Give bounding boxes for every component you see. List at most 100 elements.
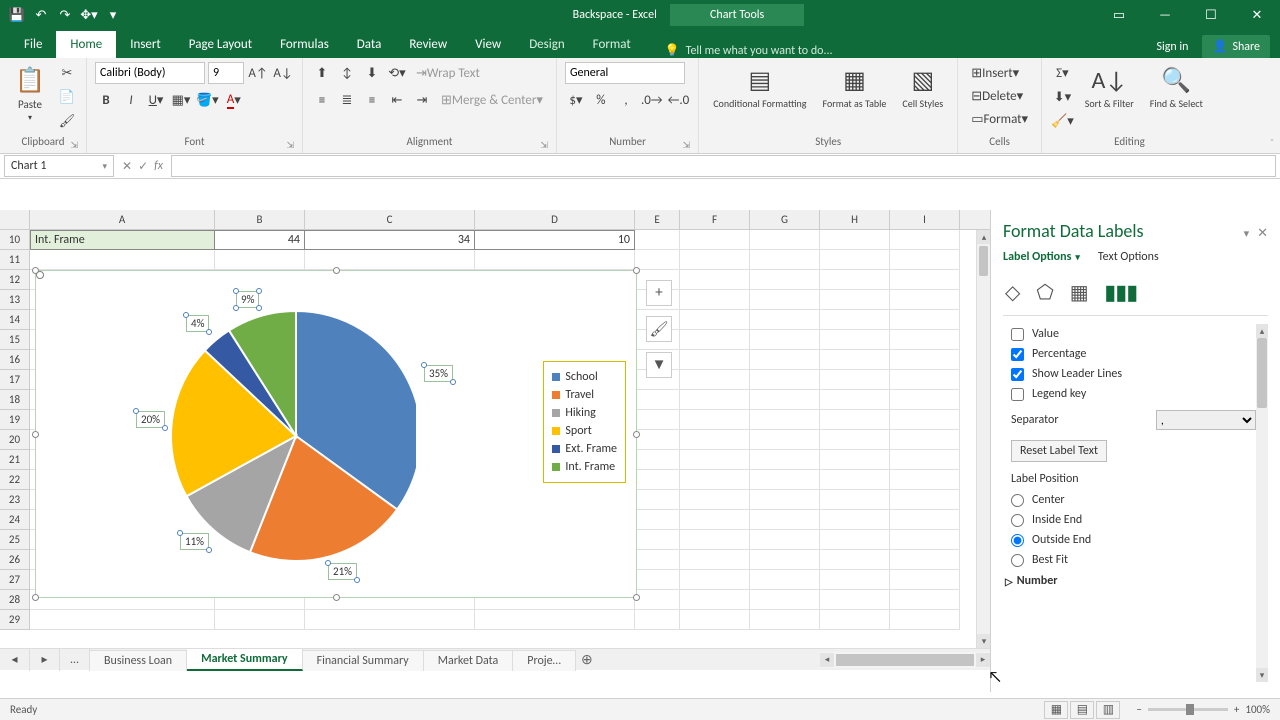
insert-cells-button[interactable]: ⊞ Insert ▾ — [966, 62, 1024, 84]
pie-chart[interactable]: SchoolTravelHikingSportExt. FrameInt. Fr… — [35, 270, 637, 598]
sheet-tab[interactable]: Market Summary — [187, 648, 303, 671]
autosum-icon[interactable]: Σ▾ — [1050, 62, 1075, 84]
cond-format-button[interactable]: ▤Conditional Formatting — [707, 62, 812, 111]
copy-icon[interactable]: 📄 — [56, 86, 78, 108]
data-label[interactable]: 9% — [236, 291, 259, 308]
formula-input[interactable] — [171, 155, 1276, 177]
chart-filter-button[interactable]: ▼ — [646, 352, 672, 378]
effects-icon[interactable]: ⬠ — [1036, 280, 1053, 305]
minimize-icon[interactable]: — — [1142, 0, 1188, 30]
bold-button[interactable]: B — [95, 89, 117, 111]
pos-inside-radio[interactable] — [1011, 514, 1024, 527]
row-header[interactable]: 22 — [0, 470, 30, 490]
percentage-checkbox[interactable] — [1011, 348, 1024, 361]
underline-button[interactable]: U▾ — [145, 89, 167, 111]
row-header[interactable]: 28 — [0, 590, 30, 610]
row-header[interactable]: 11 — [0, 250, 30, 270]
orientation-icon[interactable]: ⟲▾ — [386, 62, 408, 84]
collapse-ribbon-icon[interactable]: ˆ — [1270, 136, 1274, 149]
worksheet[interactable]: ABCDEFGHI 101112131415161718192021222324… — [0, 210, 990, 692]
format-table-button[interactable]: ▦Format as Table — [817, 62, 893, 111]
tab-insert[interactable]: Insert — [116, 31, 175, 58]
row-header[interactable]: 25 — [0, 530, 30, 550]
row-header[interactable]: 23 — [0, 490, 30, 510]
text-options-tab[interactable]: Text Options — [1098, 250, 1159, 266]
tab-review[interactable]: Review — [395, 31, 461, 58]
sheet-tab[interactable]: Proje… — [513, 650, 576, 671]
signin-link[interactable]: Sign in — [1156, 40, 1188, 54]
horizontal-scrollbar[interactable]: ◂▸ — [820, 652, 990, 668]
find-select-button[interactable]: 🔍Find & Select — [1144, 62, 1209, 111]
indent-dec-icon[interactable]: ⇤ — [386, 89, 408, 111]
row-header[interactable]: 10 — [0, 230, 30, 250]
row-header[interactable]: 18 — [0, 390, 30, 410]
separator-select[interactable]: , — [1156, 410, 1256, 430]
cell-styles-button[interactable]: ▧Cell Styles — [896, 62, 949, 111]
tab-home[interactable]: Home — [56, 31, 116, 58]
delete-cells-button[interactable]: ⊟ Delete ▾ — [966, 85, 1028, 107]
zoom-in-icon[interactable]: + — [1234, 703, 1239, 716]
cancel-formula-icon[interactable]: ✕ — [122, 159, 132, 174]
close-icon[interactable]: ✕ — [1234, 0, 1280, 30]
fill-line-icon[interactable]: ◇ — [1005, 280, 1020, 305]
tell-me[interactable]: 💡 Tell me what you want to do... — [665, 43, 833, 58]
number-format-input[interactable] — [565, 62, 685, 84]
legend-item[interactable]: Hiking — [552, 404, 617, 422]
col-header[interactable]: F — [680, 210, 750, 229]
maximize-icon[interactable]: ☐ — [1188, 0, 1234, 30]
pos-center-radio[interactable] — [1011, 494, 1024, 507]
tab-pagelayout[interactable]: Page Layout — [175, 31, 266, 58]
vertical-scrollbar[interactable]: ▴ ▾ — [976, 230, 990, 648]
legend-item[interactable]: Ext. Frame — [552, 440, 617, 458]
pos-outside-radio[interactable] — [1011, 534, 1024, 547]
currency-icon[interactable]: $▾ — [565, 89, 587, 111]
col-header[interactable]: E — [635, 210, 680, 229]
row-header[interactable]: 26 — [0, 550, 30, 570]
tab-design[interactable]: Design — [515, 31, 578, 58]
sort-filter-button[interactable]: A↓Sort & Filter — [1079, 62, 1140, 111]
chart-styles-button[interactable]: 🖌 — [646, 316, 672, 342]
cell[interactable]: 44 — [215, 230, 305, 250]
label-opts-icon[interactable]: ▮▮▮ — [1105, 280, 1138, 305]
legend-item[interactable]: Int. Frame — [552, 458, 617, 476]
number-section[interactable]: ▷Number — [1003, 570, 1256, 590]
col-header[interactable]: H — [820, 210, 890, 229]
row-header[interactable]: 17 — [0, 370, 30, 390]
ribbon-opts-icon[interactable]: ▭ — [1096, 0, 1142, 30]
row-header[interactable]: 20 — [0, 430, 30, 450]
wrap-button[interactable]: ⇥ Wrap Text — [411, 62, 485, 84]
row-header[interactable]: 16 — [0, 350, 30, 370]
fill-icon[interactable]: ⬇▾ — [1050, 86, 1075, 108]
data-label[interactable]: 4% — [186, 315, 209, 332]
fx-icon[interactable]: fx — [154, 159, 163, 174]
touch-icon[interactable]: ✥▾ — [80, 6, 98, 24]
row-header[interactable]: 12 — [0, 270, 30, 290]
new-sheet-button[interactable]: ⊕ — [576, 651, 598, 668]
zoom-out-icon[interactable]: − — [1136, 703, 1141, 716]
indent-inc-icon[interactable]: ⇥ — [411, 89, 433, 111]
data-label[interactable]: 11% — [180, 533, 209, 550]
pos-bestfit-radio[interactable] — [1011, 554, 1024, 567]
redo-icon[interactable]: ↷ — [56, 6, 74, 24]
data-label[interactable]: 20% — [136, 411, 165, 428]
inc-decimal-icon[interactable]: .0→ — [640, 89, 664, 111]
align-bot-icon[interactable]: ⬇ — [361, 62, 383, 84]
fontcolor-icon[interactable]: A▾ — [223, 89, 245, 111]
enter-formula-icon[interactable]: ✓ — [138, 159, 148, 174]
dec-decimal-icon[interactable]: ←.0 — [667, 89, 691, 111]
normal-view-icon[interactable]: ▦ — [1044, 701, 1068, 719]
pane-scrollbar[interactable]: ▴▾ — [1256, 324, 1268, 682]
legend-key-checkbox[interactable] — [1011, 388, 1024, 401]
cut-icon[interactable]: ✂ — [56, 62, 78, 84]
comma-icon[interactable]: , — [615, 89, 637, 111]
cell[interactable]: 34 — [305, 230, 475, 250]
align-top-icon[interactable]: ⬆ — [311, 62, 333, 84]
merge-button[interactable]: ⊞ Merge & Center▾ — [436, 89, 548, 111]
italic-button[interactable]: I — [120, 89, 142, 111]
row-header[interactable]: 14 — [0, 310, 30, 330]
sheet-nav-prev[interactable]: ◂ — [0, 649, 30, 671]
border-icon[interactable]: ▦▾ — [170, 89, 192, 111]
cell[interactable]: 10 — [475, 230, 635, 250]
reset-label-button[interactable]: Reset Label Text — [1011, 440, 1107, 462]
grow-font-icon[interactable]: A↑ — [247, 62, 269, 84]
